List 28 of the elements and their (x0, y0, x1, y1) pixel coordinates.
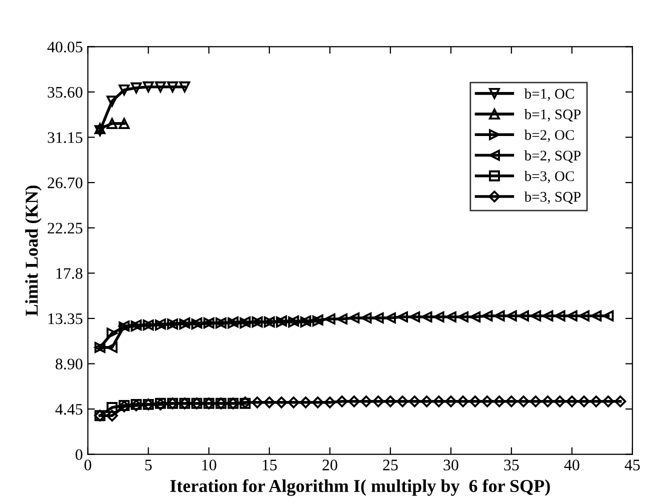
y-tick-label: 8.90 (56, 358, 82, 370)
y-tick-label: 40.05 (47, 42, 82, 52)
y-tick-label: 31.15 (48, 132, 82, 144)
x-tick-label: 35 (504, 460, 519, 470)
x-tick-label: 5 (145, 460, 152, 470)
y-tick-label: 0 (76, 449, 82, 460)
legend-label: b=3, OC (524, 170, 574, 184)
x-tick-label: 0 (84, 460, 92, 470)
x-tick-label: 40 (564, 460, 580, 470)
y-tick-label: 13.35 (48, 313, 82, 324)
y-tick-label: 26.70 (48, 177, 82, 188)
y-tick-label: 22.25 (48, 222, 82, 234)
x-tick-label: 25 (383, 460, 398, 470)
legend-label: b=1, SQP (524, 109, 581, 122)
x-axis-title: Iteration for Algorithm I( multiply by 6 for SQP) (170, 479, 550, 496)
legend-label: b=2, SQP (524, 150, 581, 163)
x-tick-label: 10 (202, 460, 216, 470)
x-tick-label: 20 (322, 460, 338, 470)
x-tick-label: 30 (444, 460, 458, 470)
y-axis-title: Limit Load (KN) (25, 186, 42, 316)
y-tick-label: 4.45 (55, 404, 82, 415)
x-tick-label: 45 (624, 460, 640, 470)
y-tick-label: 17.8 (56, 268, 82, 279)
x-tick-label: 15 (262, 460, 277, 470)
legend-label: b=2, OC (524, 130, 574, 142)
y-tick-label: 35.60 (48, 86, 82, 98)
legend-label: b=3, SQP (524, 191, 581, 204)
legend-label: b=1, OC (524, 88, 574, 101)
